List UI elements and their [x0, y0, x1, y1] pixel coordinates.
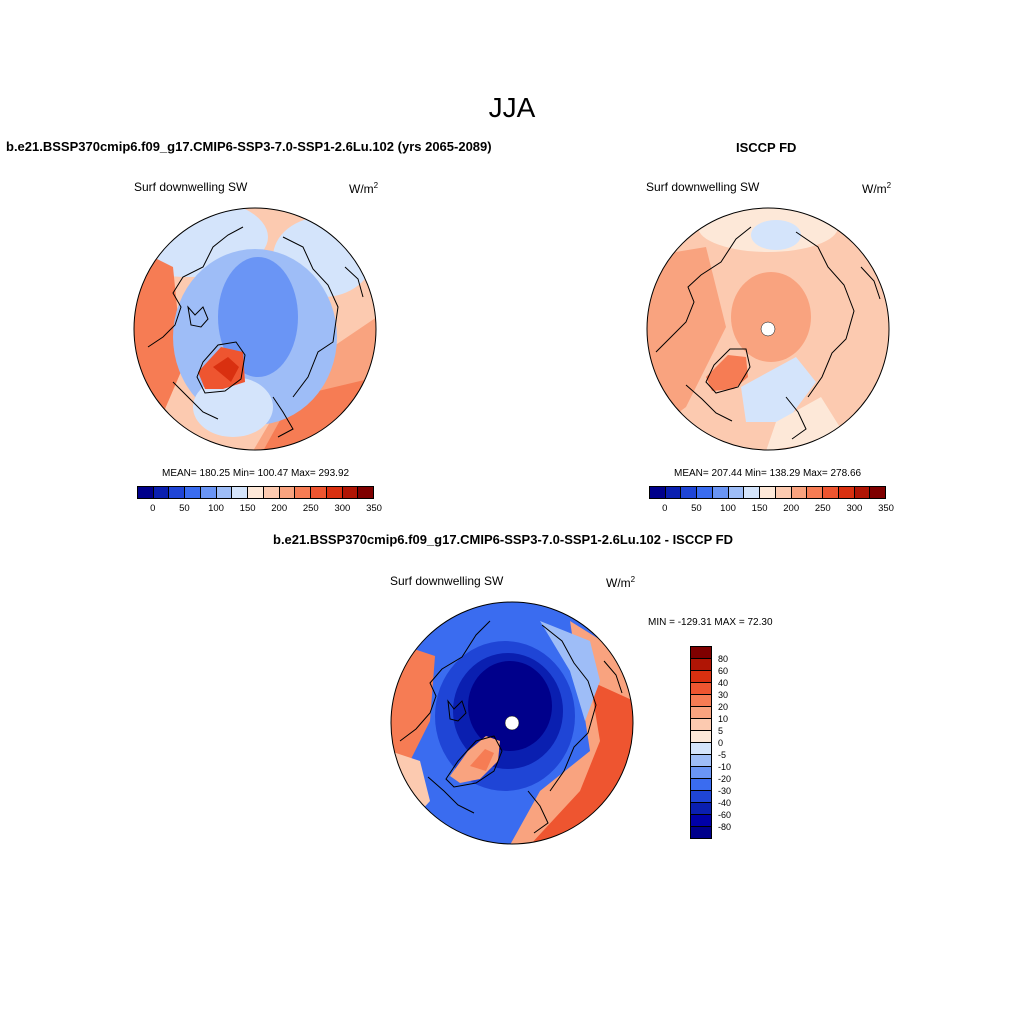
- diff-colorbar-tick: 60: [718, 666, 729, 676]
- model-panel-title: b.e21.BSSP370cmip6.f09_g17.CMIP6-SSP3-7.…: [6, 139, 492, 154]
- obs-colorbar-tick: 200: [783, 503, 800, 514]
- model-colorbar-swatch: [311, 487, 327, 498]
- diff-colorbar-tick: -60: [718, 810, 732, 820]
- model-colorbar-tick: 300: [334, 503, 351, 514]
- obs-variable-label: Surf downwelling SW: [646, 180, 760, 194]
- obs-colorbar-swatch: [744, 487, 761, 498]
- obs-colorbar-swatch: [807, 487, 824, 498]
- model-colorbar-swatch: [138, 487, 154, 498]
- obs-colorbar-swatch: [697, 487, 713, 498]
- model-colorbar-tick: 50: [179, 503, 190, 514]
- diff-colorbar-swatch: [691, 647, 711, 659]
- diff-colorbar-swatch: [691, 779, 711, 791]
- diff-units-label: W/m2: [606, 575, 636, 590]
- obs-colorbar-swatch: [823, 487, 839, 498]
- diff-colorbar-tick: -5: [718, 750, 727, 760]
- obs-units-label: W/m2: [862, 181, 892, 196]
- model-colorbar-swatch: [326, 487, 343, 498]
- model-colorbar-swatch: [232, 487, 249, 498]
- obs-colorbar-swatch: [712, 487, 729, 498]
- diff-colorbar-tick: 20: [718, 702, 729, 712]
- diff-colorbar-tick: 30: [718, 690, 729, 700]
- diff-colorbar-swatch: [691, 767, 711, 779]
- diff-colorbar-swatch: [691, 683, 711, 695]
- model-colorbar-tick: 150: [239, 503, 256, 514]
- obs-colorbar-swatch: [665, 487, 682, 498]
- diff-colorbar-swatch: [691, 827, 711, 838]
- diff-polar-map: [390, 601, 634, 845]
- figure-title: JJA: [488, 92, 536, 123]
- model-colorbar-swatch: [169, 487, 186, 498]
- model-colorbar-swatch: [185, 487, 201, 498]
- obs-colorbar-swatch: [760, 487, 776, 498]
- obs-colorbar-tick: 250: [814, 503, 831, 514]
- model-polar-map: [133, 207, 377, 451]
- diff-variable-label: Surf downwelling SW: [390, 574, 504, 588]
- model-colorbar-swatch: [263, 487, 280, 498]
- diff-colorbar-swatch: [691, 731, 711, 743]
- diff-colorbar-tick: 0: [718, 738, 724, 748]
- model-colorbar-swatch: [279, 487, 296, 498]
- model-colorbar-swatch: [358, 487, 374, 498]
- diff-colorbar-swatch: [691, 659, 711, 671]
- model-colorbar-swatch: [248, 487, 264, 498]
- obs-colorbar-swatch: [838, 487, 855, 498]
- diff-colorbar-swatch: [691, 719, 711, 731]
- obs-colorbar-tick: 350: [878, 503, 894, 514]
- obs-colorbar-swatch: [870, 487, 886, 498]
- diff-colorbar-tick: 80: [718, 654, 729, 664]
- obs-colorbar-tick: 0: [662, 503, 668, 514]
- diff-colorbar-tick: 5: [718, 726, 724, 736]
- diff-colorbar-swatch: [691, 695, 711, 707]
- model-colorbar-swatch: [200, 487, 217, 498]
- model-colorbar-swatch: [295, 487, 312, 498]
- model-colorbar-tick: 100: [208, 503, 224, 514]
- diff-colorbar-tick: -30: [718, 786, 732, 796]
- diff-minmax: MIN = -129.31 MAX = 72.30: [648, 617, 773, 628]
- diff-colorbar-swatch: [691, 755, 711, 767]
- model-colorbar-tick: 0: [150, 503, 156, 514]
- diff-colorbar-tick: -80: [718, 822, 732, 832]
- obs-colorbar-tick: 100: [720, 503, 736, 514]
- obs-polar-map: [646, 207, 890, 451]
- diff-colorbar-tick: -20: [718, 774, 732, 784]
- diff-colorbar-swatch: [691, 743, 711, 755]
- obs-panel-title: ISCCP FD: [736, 140, 797, 155]
- diff-colorbar: 80 60 40 30 20 10 5 0 -5 -10 -20 -30 -40 -60 -80: [690, 646, 760, 846]
- obs-colorbar-swatch: [854, 487, 871, 498]
- diff-colorbar-swatch: [691, 803, 711, 815]
- obs-colorbar-swatch: [775, 487, 792, 498]
- obs-stats: MEAN= 207.44 Min= 138.29 Max= 278.66: [674, 468, 862, 479]
- model-units-label: W/m2: [349, 181, 379, 196]
- diff-colorbar-swatch: [691, 671, 711, 683]
- diff-colorbar-swatch: [691, 791, 711, 803]
- model-stats: MEAN= 180.25 Min= 100.47 Max= 293.92: [162, 468, 350, 479]
- model-colorbar-swatch: [153, 487, 170, 498]
- model-colorbar: 0 50 100 150 200 250 300 350: [137, 486, 382, 514]
- obs-colorbar-swatch: [791, 487, 808, 498]
- model-variable-label: Surf downwelling SW: [134, 180, 248, 194]
- obs-colorbar-tick: 300: [846, 503, 863, 514]
- obs-colorbar-tick: 50: [691, 503, 702, 514]
- obs-colorbar: 0 50 100 150 200 250 300 350: [649, 486, 894, 514]
- diff-colorbar-tick: 40: [718, 678, 729, 688]
- obs-colorbar-swatch: [728, 487, 745, 498]
- diff-colorbar-tick: 10: [718, 714, 729, 724]
- diff-colorbar-tick: -10: [718, 762, 732, 772]
- model-colorbar-swatch: [342, 487, 359, 498]
- model-colorbar-tick: 350: [366, 503, 382, 514]
- obs-colorbar-swatch: [650, 487, 666, 498]
- obs-colorbar-tick: 150: [751, 503, 768, 514]
- obs-colorbar-swatch: [681, 487, 698, 498]
- model-colorbar-swatch: [216, 487, 233, 498]
- diff-panel-title: b.e21.BSSP370cmip6.f09_g17.CMIP6-SSP3-7.…: [273, 532, 734, 547]
- model-colorbar-tick: 200: [271, 503, 288, 514]
- model-colorbar-tick: 250: [302, 503, 319, 514]
- diff-colorbar-tick: -40: [718, 798, 732, 808]
- diff-colorbar-swatch: [691, 707, 711, 719]
- diff-colorbar-swatch: [691, 815, 711, 827]
